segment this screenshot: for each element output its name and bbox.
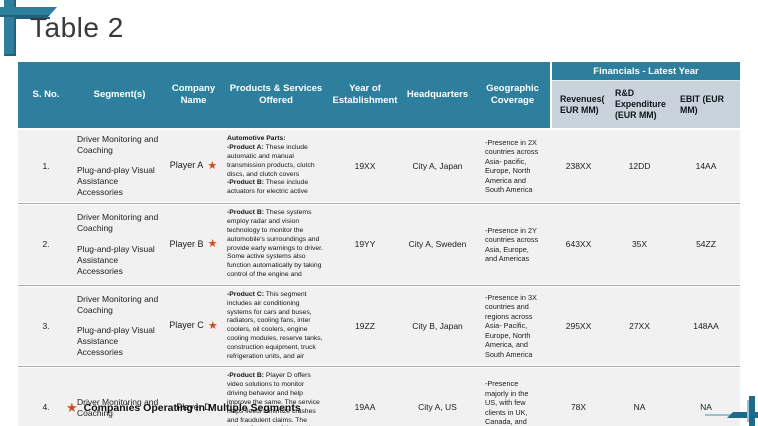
cell-segments: Driver Monitoring and Coaching — [77, 396, 159, 418]
header-segments: Segment(s) — [74, 62, 165, 128]
cell-serial-number: 2. — [42, 239, 50, 250]
cell-geographic-coverage: -Presence in 2Y countries across Asia, E… — [485, 225, 539, 264]
header-year-of-establishment: Year of Establishment — [330, 62, 400, 128]
cell-segments: Driver Monitoring and Coaching Plug-and-p… — [77, 134, 159, 198]
cell-serial-number: 4. — [42, 402, 50, 413]
table-row: 1. Driver Monitoring and Coaching Plug-an… — [18, 130, 740, 203]
cell-serial-number: 3. — [42, 320, 50, 331]
cell-company-name: Player A ★ — [165, 130, 222, 202]
legend-text: Companies Operating in Multiple Segments — [83, 401, 301, 414]
cell-revenues: 295XX — [565, 320, 592, 331]
header-ebit: EBIT (EUR MM) — [672, 81, 740, 128]
table-row: 2. Driver Monitoring and Coaching Plug-an… — [18, 203, 740, 284]
cell-revenues: 238XX — [565, 160, 592, 171]
cell-company-name: Player B ★ — [165, 205, 222, 284]
cell-headquarters: City B, Japan — [412, 320, 463, 331]
corner-cross-decoration-bottom-right-vertical-shadow — [747, 400, 749, 422]
cell-ebit: 14AA — [695, 160, 717, 171]
multi-segment-star-icon: ★ — [207, 319, 218, 332]
cell-segments: Driver Monitoring and Coaching Plug-and-p… — [77, 294, 159, 358]
table-row: 3. Driver Monitoring and Coaching Plug-an… — [18, 284, 740, 366]
cell-products-services: Automotive Parts: -Product A: These inclu… — [227, 135, 315, 196]
multi-segment-star-icon: ★ — [207, 238, 218, 251]
cell-ebit: NA — [700, 402, 712, 413]
company-name-text: Player D — [176, 401, 211, 412]
cell-headquarters: City A, Sweden — [408, 239, 467, 250]
cell-serial-number: 1. — [42, 160, 50, 171]
header-products-services: Products & Services Offered — [222, 62, 330, 128]
cell-products-services: -Product C: This segment includes air co… — [227, 290, 323, 360]
header-headquarters: Headquarters — [400, 62, 475, 128]
header-revenues: Revenues( EUR MM) — [550, 81, 607, 128]
cell-company-name: Player D — [165, 368, 222, 426]
corner-cross-decoration-bottom-right-horizontal — [727, 412, 758, 418]
cell-year-of-establishment: 19AA — [354, 402, 376, 413]
header-serial-number: S. No. — [18, 62, 74, 128]
header-financials-group: Financials - Latest Year — [550, 62, 740, 81]
table-body: 1. Driver Monitoring and Coaching Plug-an… — [18, 130, 740, 426]
cell-products-services: -Product B: Player D offers video soluti… — [227, 372, 320, 426]
cell-rd-expenditure: 27XX — [629, 320, 650, 331]
table-header: S. No. Segment(s) Company Name Products … — [18, 62, 740, 128]
company-name-text: Player A — [169, 160, 204, 171]
cell-rd-expenditure: 12DD — [628, 160, 651, 171]
cell-headquarters: City A, US — [418, 402, 457, 413]
cell-segments: Driver Monitoring and Coaching Plug-and-p… — [77, 212, 159, 276]
cell-geographic-coverage: -Presence in 2X countries across Asia- p… — [485, 137, 539, 195]
corner-cross-decoration-bottom-right-shadow — [705, 414, 751, 416]
page-title: Table 2 — [30, 12, 124, 43]
header-company-name: Company Name — [165, 62, 222, 128]
cell-year-of-establishment: 19YY — [354, 239, 376, 250]
table-row: 4. Driver Monitoring and Coaching Player… — [18, 366, 740, 426]
cell-headquarters: City A, Japan — [412, 160, 463, 171]
cell-year-of-establishment: 19XX — [354, 160, 376, 171]
header-geographic-coverage: Geographic Coverage — [475, 62, 550, 128]
header-rd-expenditure: R&D Expenditure (EUR MM) — [607, 81, 672, 128]
cell-ebit: 148AA — [693, 320, 719, 331]
company-name-text: Player C — [169, 320, 204, 331]
corner-cross-decoration-top-left-shadow — [14, 17, 50, 19]
cell-company-name: Player C ★ — [165, 287, 222, 366]
cell-revenues: 78X — [570, 402, 587, 413]
legend-star-icon: ★ — [66, 400, 78, 415]
cell-revenues: 643XX — [565, 239, 592, 250]
cell-geographic-coverage: -Presence in 3X countries and regions ac… — [485, 292, 537, 359]
cell-ebit: 54ZZ — [696, 239, 716, 250]
cell-rd-expenditure: 35X — [631, 239, 648, 250]
cell-rd-expenditure: NA — [633, 402, 646, 413]
cell-geographic-coverage: -Presence majorly in the US, with few cl… — [485, 379, 529, 426]
multi-segment-star-icon: ★ — [207, 159, 218, 172]
company-name-text: Player B — [169, 238, 204, 249]
companies-table: S. No. Segment(s) Company Name Products … — [18, 62, 740, 426]
corner-cross-decoration-top-left-horizontal — [0, 7, 57, 17]
corner-cross-decoration-bottom-right-vertical — [749, 396, 755, 426]
cell-year-of-establishment: 19ZZ — [355, 320, 375, 331]
legend: ★ Companies Operating in Multiple Segmen… — [66, 401, 301, 414]
cell-products-services: -Product B: These systems employ radar a… — [227, 209, 323, 279]
